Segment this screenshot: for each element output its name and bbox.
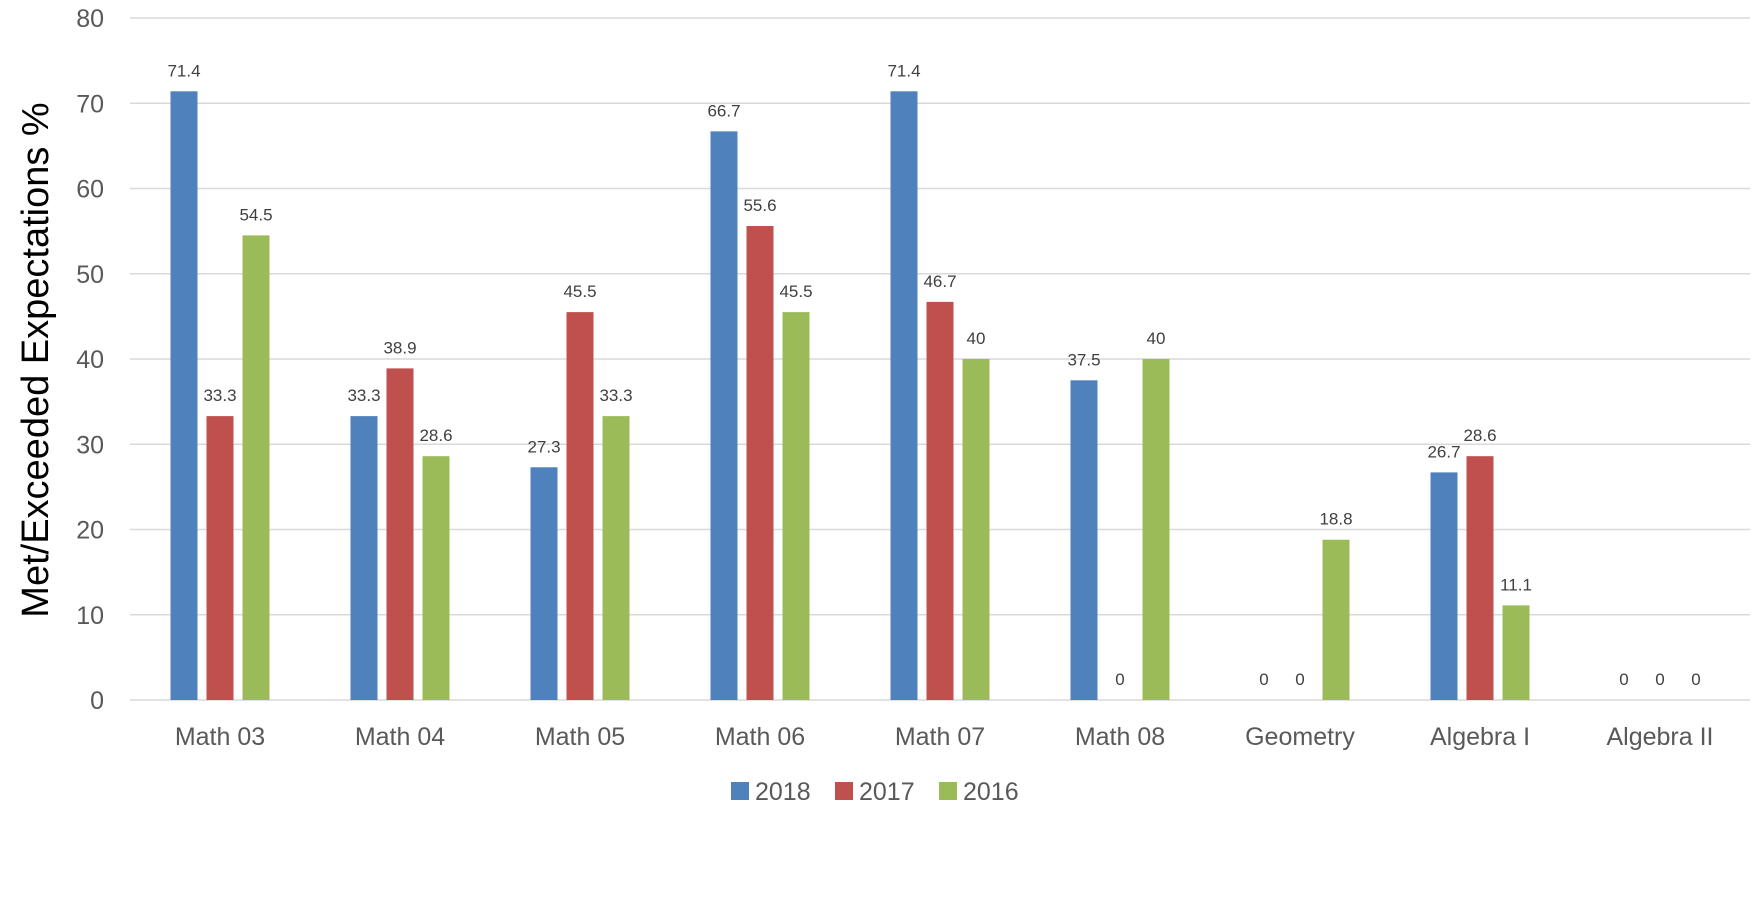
y-tick-label: 20 [76, 517, 104, 545]
data-label: 71.4 [887, 61, 920, 80]
data-label: 38.9 [383, 338, 416, 357]
bar-2017-math-05 [566, 312, 594, 700]
data-label: 0 [1691, 670, 1700, 689]
legend-label: 2016 [963, 778, 1019, 806]
data-label: 11.1 [1500, 575, 1532, 594]
bar-2018-math-07 [890, 91, 918, 700]
y-axis-ticks: 0 10 20 30 40 50 60 70 80 [76, 5, 104, 715]
data-labels: 71.4 33.3 54.5 33.3 38.9 28.6 27.3 45.5 33.3 66.7… [167, 61, 1700, 689]
bar-2017-math-06 [746, 226, 774, 700]
data-label: 28.6 [1463, 426, 1496, 445]
data-label: 33.3 [203, 386, 236, 405]
y-axis-label: Met/Exceeded Expectations % [15, 102, 57, 617]
data-label: 33.3 [599, 386, 632, 405]
bar-2016-math-04 [422, 456, 450, 700]
y-tick-label: 80 [76, 5, 104, 33]
y-tick-label: 70 [76, 90, 104, 118]
bar-2016-math-05 [602, 416, 630, 700]
y-tick-label: 30 [76, 431, 104, 459]
data-label: 33.3 [347, 386, 380, 405]
data-label: 46.7 [923, 272, 956, 291]
bar-2018-math-06 [710, 131, 738, 700]
y-tick-label: 10 [76, 602, 104, 630]
bar-2017-math-04 [386, 368, 414, 700]
x-category-label: Math 04 [355, 723, 445, 751]
y-tick-label: 40 [76, 346, 104, 374]
data-label: 26.7 [1427, 442, 1460, 461]
legend-swatch [939, 782, 957, 800]
bar-2017-algebra-i [1466, 456, 1494, 700]
data-label: 55.6 [743, 196, 776, 215]
data-label: 0 [1259, 670, 1268, 689]
data-label: 45.5 [563, 282, 596, 301]
data-label: 18.8 [1319, 510, 1352, 529]
bar-2016-math-03 [242, 235, 270, 700]
legend-swatch [835, 782, 853, 800]
data-label: 27.3 [527, 437, 560, 456]
x-category-label: Algebra I [1430, 723, 1530, 751]
x-category-label: Math 07 [895, 723, 985, 751]
legend-label: 2018 [755, 778, 811, 806]
data-label: 54.5 [239, 205, 272, 224]
bar-2018-algebra-i [1430, 472, 1458, 700]
x-category-label: Geometry [1245, 723, 1355, 751]
data-label: 0 [1295, 670, 1304, 689]
y-tick-label: 60 [76, 176, 104, 204]
data-label: 71.4 [167, 61, 200, 80]
data-label: 40 [1147, 329, 1166, 348]
bar-2018-math-05 [530, 467, 558, 700]
x-category-label: Math 06 [715, 723, 805, 751]
bar-2016-algebra-i [1502, 605, 1530, 700]
bar-2016-math-08 [1142, 359, 1170, 700]
y-tick-label: 0 [90, 687, 104, 715]
x-axis-categories: Math 03 Math 04 Math 05 Math 06 Math 07 Math … [175, 723, 1714, 751]
data-label: 0 [1655, 670, 1664, 689]
x-category-label: Algebra II [1606, 723, 1713, 751]
data-label: 40 [967, 329, 986, 348]
x-category-label: Math 08 [1075, 723, 1165, 751]
bar-2016-math-06 [782, 312, 810, 700]
bar-2017-math-03 [206, 416, 234, 700]
legend-swatch [731, 782, 749, 800]
legend: 2018 2017 2016 [731, 778, 1019, 806]
data-label: 0 [1619, 670, 1628, 689]
data-label: 37.5 [1067, 350, 1100, 369]
bar-2017-math-07 [926, 301, 954, 700]
data-label: 28.6 [419, 426, 452, 445]
bar-2018-math-03 [170, 91, 198, 700]
x-category-label: Math 03 [175, 723, 265, 751]
bar-2018-math-08 [1070, 380, 1098, 700]
data-label: 66.7 [707, 101, 740, 120]
data-label: 45.5 [779, 282, 812, 301]
bar-2016-math-07 [962, 359, 990, 700]
data-label: 0 [1115, 670, 1124, 689]
legend-label: 2017 [859, 778, 915, 806]
bars [170, 91, 1530, 700]
x-category-label: Math 05 [535, 723, 625, 751]
y-tick-label: 50 [76, 261, 104, 289]
bar-2016-geometry [1322, 539, 1350, 700]
bar-2018-math-04 [350, 416, 378, 700]
